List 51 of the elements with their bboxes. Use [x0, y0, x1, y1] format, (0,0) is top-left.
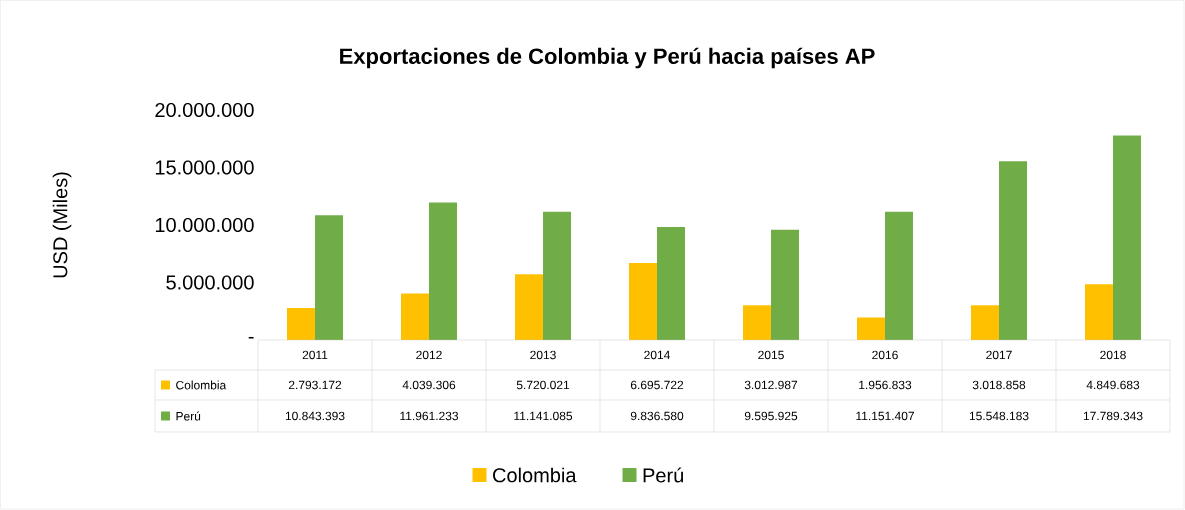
data-label: 15.548.183: [969, 411, 1029, 421]
bar: [429, 202, 458, 340]
text: Colombia: [493, 467, 577, 483]
y-tick-label: 15.000.000: [155, 160, 254, 175]
data-label: 5.720.021: [516, 380, 570, 390]
bar: [1085, 284, 1114, 340]
bar: [315, 215, 344, 340]
x-tick-label: 2017: [986, 350, 1012, 360]
data-label: 4.849.683: [1086, 380, 1140, 390]
bar: [629, 263, 658, 340]
bar: [543, 211, 572, 340]
bar: [743, 305, 772, 340]
x-tick-label: 2016: [872, 350, 898, 360]
x-tick-label: 2012: [416, 350, 442, 360]
bar: [515, 274, 544, 340]
data-label: 11.151.407: [856, 411, 914, 421]
data-label: 3.012.987: [744, 380, 798, 390]
x-tick-label: 2014: [644, 350, 670, 360]
legend-label: Colombia: [176, 380, 227, 390]
data-label: 2.793.172: [288, 380, 342, 390]
x-tick-label: 2011: [302, 350, 328, 360]
bar: [287, 307, 316, 340]
data-label: 9.595.925: [744, 411, 798, 421]
data-label: 11.141.085: [514, 411, 573, 421]
data-label: 11.961.233: [400, 411, 459, 421]
x-tick-label: 2018: [1100, 350, 1126, 360]
legend-label: Perú: [643, 467, 683, 483]
data-label: 3.018.858: [972, 380, 1026, 390]
x-tick-label: 2013: [530, 350, 556, 360]
chart-title: Exportaciones de Colombia y Perú hacia países AP: [340, 47, 875, 69]
bar: [771, 229, 800, 340]
y-tick-label: -: [248, 336, 254, 339]
data-label: 1.956.833: [859, 380, 912, 390]
bar: [857, 317, 886, 340]
bar: [1113, 135, 1142, 340]
data-label: 17.789.343: [1083, 411, 1143, 421]
bar: [657, 226, 686, 340]
bar: [999, 161, 1028, 340]
data-label: 9.836.580: [630, 411, 684, 421]
y-tick-label: 20.000.000: [155, 102, 254, 118]
y-tick-label: 5.000.000: [166, 275, 254, 290]
y-tick-label: 10.000.000: [155, 217, 254, 233]
bar: [401, 293, 430, 340]
text: Perú: [176, 411, 201, 421]
data-label: 4.039.306: [402, 380, 456, 390]
bar: [971, 305, 1000, 340]
data-label: 10.843.393: [285, 411, 345, 421]
bar: [885, 211, 914, 340]
data-label: 6.695.722: [630, 380, 684, 390]
y-axis-title: USD (Miles): [52, 172, 72, 278]
x-tick-label: 2015: [758, 350, 784, 360]
